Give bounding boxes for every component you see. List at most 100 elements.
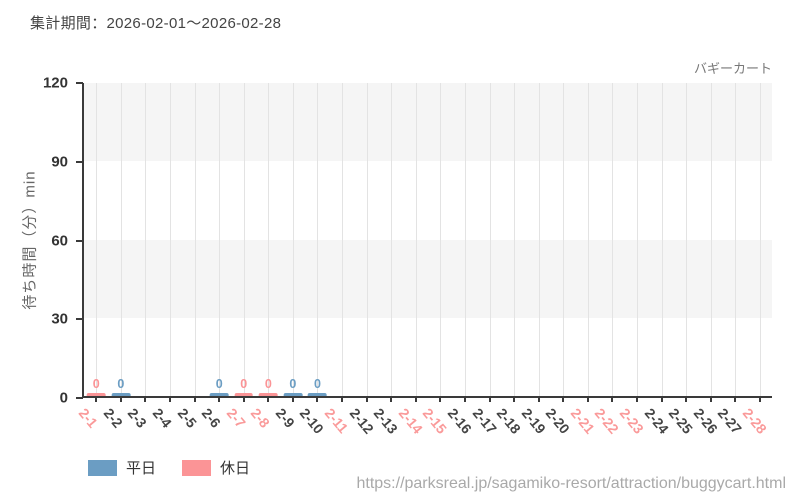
category-column: 2-28 — [740, 83, 773, 437]
category-column: 2-15 — [420, 83, 453, 437]
gridline — [415, 83, 417, 396]
gridline — [686, 83, 688, 396]
x-tick-label: 2-12 — [346, 405, 377, 437]
x-tick-mark — [685, 396, 688, 402]
category-column: 2-19 — [518, 83, 551, 437]
x-tick-mark — [144, 396, 147, 402]
bar-value-label: 0 — [264, 377, 272, 391]
gridline — [514, 83, 516, 396]
legend-item-holiday[interactable]: 休日 — [182, 457, 250, 478]
x-tick-mark — [562, 396, 565, 402]
x-tick-mark — [218, 396, 221, 402]
y-tick-label: 30 — [51, 310, 68, 328]
gridline — [96, 83, 98, 396]
x-tick-mark — [267, 396, 270, 402]
x-tick-mark — [439, 396, 442, 402]
x-tick-label: 2-26 — [690, 405, 721, 437]
gridline — [120, 83, 122, 396]
x-tick-mark — [758, 396, 761, 402]
x-tick-mark — [390, 396, 393, 402]
legend-swatch-holiday — [182, 459, 212, 476]
category-column: 2-23 — [617, 83, 650, 437]
category-column: 2-26 — [690, 83, 723, 437]
gridline — [366, 83, 368, 396]
gridline — [563, 83, 565, 396]
category-column: 2-5 — [174, 83, 207, 431]
category-column: 0 2-6 — [199, 83, 232, 431]
category-column: 2-13 — [371, 83, 404, 437]
gridline — [587, 83, 589, 396]
x-tick-label: 2-9 — [272, 405, 298, 431]
category-column: 0 2-1 — [76, 83, 109, 431]
x-tick-mark — [513, 396, 516, 402]
category-column: 2-17 — [469, 83, 502, 437]
x-tick-mark — [709, 396, 712, 402]
x-tick-mark — [488, 396, 491, 402]
gridline — [317, 83, 319, 396]
gridline — [145, 83, 147, 396]
bar-value-label: 0 — [215, 377, 223, 391]
y-tick-mark — [76, 318, 83, 321]
legend-item-weekday[interactable]: 平日 — [88, 457, 156, 478]
y-tick-label: 60 — [51, 232, 68, 249]
x-tick-label: 2-8 — [248, 405, 274, 431]
category-column: 2-27 — [715, 83, 748, 437]
gridline — [661, 83, 663, 396]
x-tick-label: 2-7 — [223, 405, 249, 431]
bar — [234, 393, 254, 396]
plot-columns: 0 2-1 0 2-2 2-3 2-4 2-5 0 2-6 0 2-7 0 2-8 0 2-9 0 2-10 2-… — [76, 83, 773, 437]
legend-label: 平日 — [126, 460, 157, 477]
x-tick-label: 2-28 — [739, 405, 770, 437]
gridline — [464, 83, 466, 396]
gridline — [637, 83, 638, 396]
y-tick-mark — [76, 397, 83, 399]
x-tick-mark — [636, 396, 638, 402]
x-tick-label: 2-17 — [469, 405, 500, 437]
bar-value-label: 0 — [117, 377, 125, 391]
bar — [283, 393, 303, 396]
trace-label: バギーカート — [693, 61, 772, 76]
x-tick-label: 2-11 — [321, 405, 352, 437]
x-tick-label: 2-4 — [149, 405, 176, 431]
x-tick-mark — [463, 396, 466, 402]
bar — [111, 393, 131, 396]
x-tick-label: 2-5 — [174, 405, 200, 431]
gridline — [735, 83, 737, 396]
gridline — [391, 83, 393, 396]
x-tick-mark — [341, 396, 344, 402]
legend-label: 休日 — [220, 460, 251, 477]
x-tick-label: 2-21 — [567, 405, 598, 437]
category-column: 2-4 — [150, 83, 183, 431]
x-tick-label: 2-24 — [641, 405, 672, 437]
bar — [308, 393, 327, 396]
chart-title: 集計期間：2026-02-01～2026-02-28 — [30, 15, 282, 32]
gridline — [440, 83, 442, 396]
gridline — [268, 83, 270, 396]
x-tick-label: 2-10 — [297, 405, 328, 437]
x-tick-mark — [291, 396, 294, 402]
x-tick-label: 2-1 — [76, 405, 102, 431]
x-tick-label: 2-16 — [444, 405, 475, 437]
category-column: 2-24 — [641, 83, 674, 437]
x-tick-label: 2-13 — [370, 405, 402, 437]
gridline — [612, 83, 614, 396]
gridline — [194, 83, 196, 396]
x-tick-label: 2-2 — [100, 405, 126, 431]
legend-swatch-weekday — [88, 459, 117, 476]
category-column: 2-16 — [445, 83, 478, 437]
category-column: 2-11 — [322, 83, 355, 436]
y-tick-mark — [76, 82, 83, 84]
bar-value-label: 0 — [289, 377, 297, 391]
grid-band — [84, 83, 772, 162]
category-column: 2-18 — [494, 83, 527, 437]
gridline — [292, 83, 294, 396]
y-axis-tick-labels: 0 30 60 90 120 — [0, 75, 76, 407]
gridline — [759, 83, 761, 396]
category-column: 0 2-7 — [223, 83, 256, 431]
category-column: 2-22 — [592, 83, 625, 437]
source-url: https://parksreal.jp/sagamiko-resort/att… — [356, 475, 786, 492]
x-tick-label: 2-18 — [493, 405, 525, 437]
gridline — [538, 83, 540, 396]
bar — [258, 393, 278, 396]
x-tick-label: 2-15 — [420, 405, 451, 437]
